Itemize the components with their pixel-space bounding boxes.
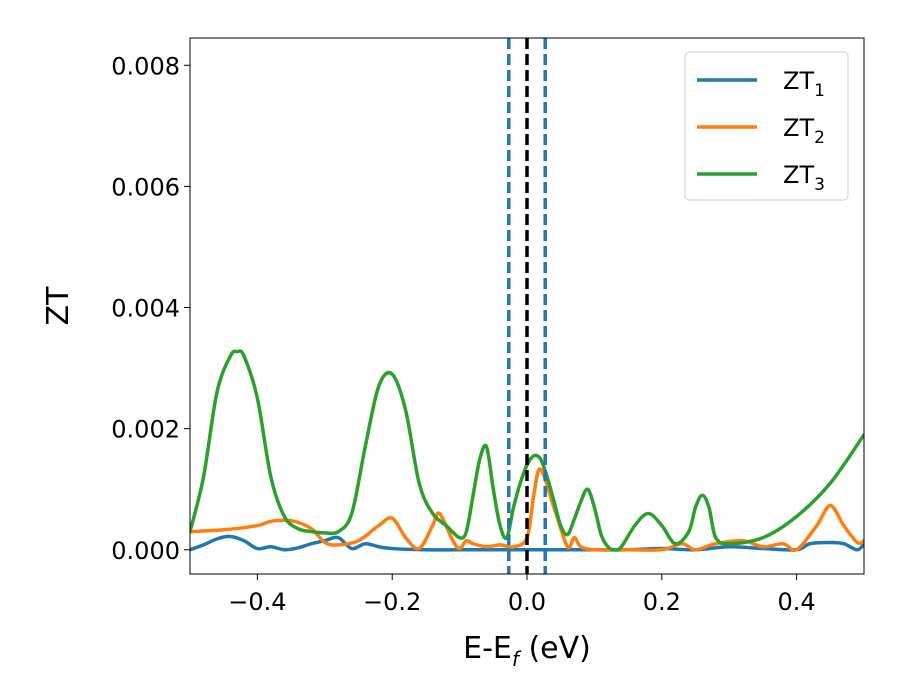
- y-tick-label: 0.006: [111, 173, 180, 201]
- x-tick-label: −0.4: [228, 588, 286, 616]
- legend-label-zt1: ZT1: [783, 67, 825, 101]
- series-line-zt2: [190, 467, 864, 553]
- x-tick-label: 0.2: [643, 588, 681, 616]
- x-axis-label-unit: (eV): [519, 631, 591, 666]
- x-axis-label-subscript: f: [512, 647, 522, 671]
- legend-box: [684, 51, 849, 201]
- y-tick-label: 0.000: [111, 537, 180, 565]
- legend-label-zt2: ZT2: [783, 114, 825, 148]
- series-line-zt1: [190, 534, 864, 552]
- y-tick-label: 0.002: [111, 416, 180, 444]
- legend: ZT1 ZT2 ZT3: [684, 51, 849, 201]
- x-tick-label: 0.0: [508, 588, 546, 616]
- x-axis-label: E-Ef (eV): [463, 631, 591, 671]
- x-tick-label: 0.4: [778, 588, 816, 616]
- y-axis-label: ZT: [41, 286, 76, 326]
- y-tick-label: 0.008: [111, 52, 180, 80]
- y-tick-label: 0.004: [111, 295, 180, 323]
- x-tick-label: −0.2: [363, 588, 421, 616]
- series-line-zt3: [190, 349, 864, 552]
- legend-label-zt3: ZT3: [783, 161, 825, 195]
